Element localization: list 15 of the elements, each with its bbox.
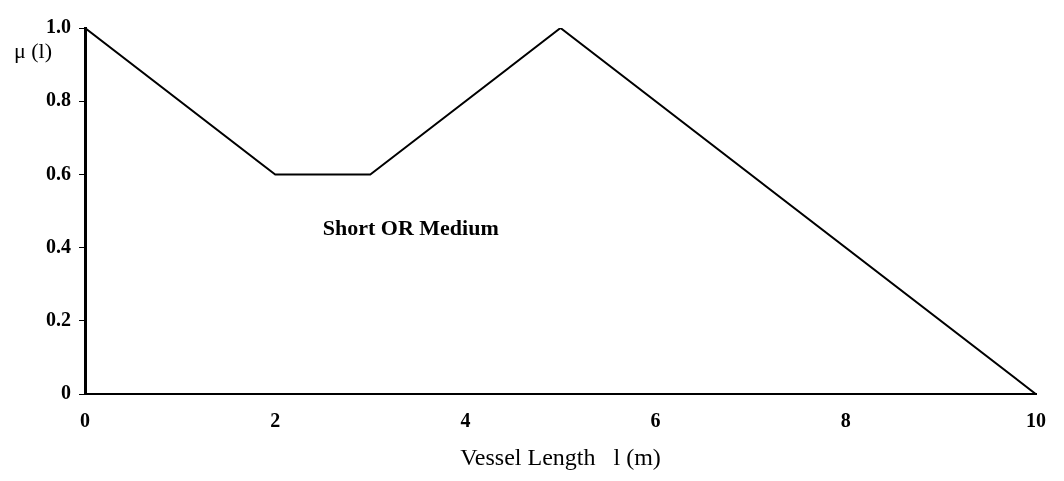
x-tick-label: 4 <box>460 409 471 432</box>
x-tick-label: 0 <box>80 409 90 432</box>
y-tick-label: 0.2 <box>46 308 71 331</box>
x-tick-label: 6 <box>650 409 661 432</box>
y-tick-label: 0.8 <box>46 88 71 111</box>
y-axis-title: μ (l) <box>14 37 53 63</box>
y-tick-label: 0.6 <box>46 161 71 184</box>
x-tick-label: 10 <box>1026 409 1046 432</box>
x-tick-label: 8 <box>840 409 851 432</box>
y-tick-label: 0.4 <box>46 234 71 257</box>
x-axis-title: Vessel Length l (m) <box>460 443 661 470</box>
series-label: Short OR Medium <box>322 215 499 241</box>
x-tick-label: 2 <box>270 409 281 432</box>
y-tick-label: 0 <box>61 381 71 404</box>
y-tick-label: 1.0 <box>46 15 71 38</box>
